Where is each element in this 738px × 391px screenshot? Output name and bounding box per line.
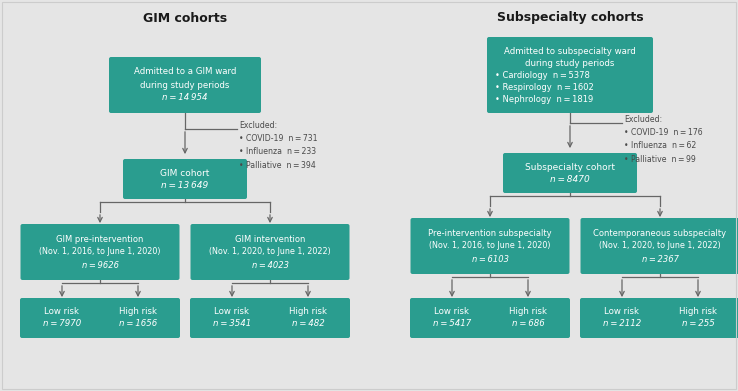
Text: n = 9626: n = 9626 <box>81 260 119 269</box>
Text: n = 8470: n = 8470 <box>550 174 590 183</box>
Text: n = 2367: n = 2367 <box>641 255 678 264</box>
Text: High risk: High risk <box>509 307 547 316</box>
Text: n = 4023: n = 4023 <box>252 260 289 269</box>
Text: High risk: High risk <box>119 307 157 316</box>
Text: (Nov. 1, 2016, to June 1, 2020): (Nov. 1, 2016, to June 1, 2020) <box>39 248 161 256</box>
FancyBboxPatch shape <box>266 298 350 338</box>
Text: during study periods: during study periods <box>525 59 615 68</box>
Text: High risk: High risk <box>289 307 327 316</box>
Text: GIM cohort: GIM cohort <box>160 169 210 178</box>
FancyBboxPatch shape <box>656 298 738 338</box>
Text: • Cardiology  n = 5378: • Cardiology n = 5378 <box>495 70 590 79</box>
Text: Subspecialty cohorts: Subspecialty cohorts <box>497 11 644 25</box>
Text: n = 7970: n = 7970 <box>43 319 81 328</box>
FancyBboxPatch shape <box>96 298 180 338</box>
Text: Low risk: Low risk <box>435 307 469 316</box>
Text: n = 13 649: n = 13 649 <box>162 181 209 190</box>
Text: n = 255: n = 255 <box>682 319 714 328</box>
FancyBboxPatch shape <box>581 218 738 274</box>
FancyBboxPatch shape <box>190 298 274 338</box>
FancyBboxPatch shape <box>487 37 653 113</box>
FancyBboxPatch shape <box>580 298 664 338</box>
Text: • Respirology  n = 1602: • Respirology n = 1602 <box>495 83 594 91</box>
FancyBboxPatch shape <box>503 153 637 193</box>
Text: n = 1656: n = 1656 <box>119 319 157 328</box>
Text: GIM pre-intervention: GIM pre-intervention <box>56 235 144 244</box>
Text: (Nov. 1, 2020, to June 1, 2022): (Nov. 1, 2020, to June 1, 2022) <box>209 248 331 256</box>
Text: during study periods: during study periods <box>140 81 230 90</box>
Text: Low risk: Low risk <box>44 307 80 316</box>
Text: GIM intervention: GIM intervention <box>235 235 306 244</box>
Text: GIM cohorts: GIM cohorts <box>143 11 227 25</box>
Text: n = 3541: n = 3541 <box>213 319 251 328</box>
Text: n = 482: n = 482 <box>292 319 325 328</box>
FancyBboxPatch shape <box>486 298 570 338</box>
Text: n = 14 954: n = 14 954 <box>162 93 208 102</box>
Text: Admitted to subspecialty ward: Admitted to subspecialty ward <box>504 47 636 56</box>
Text: High risk: High risk <box>679 307 717 316</box>
FancyBboxPatch shape <box>190 224 350 280</box>
Text: Pre-intervention subspecialty: Pre-intervention subspecialty <box>428 228 552 237</box>
Text: Admitted to a GIM ward: Admitted to a GIM ward <box>134 68 236 77</box>
Text: Subspecialty cohort: Subspecialty cohort <box>525 163 615 172</box>
Text: Excluded:
• COVID-19  n = 176
• Influenza  n = 62
• Palliative  n = 99: Excluded: • COVID-19 n = 176 • Influenza… <box>624 115 703 163</box>
FancyBboxPatch shape <box>21 224 179 280</box>
FancyBboxPatch shape <box>109 57 261 113</box>
Text: n = 6103: n = 6103 <box>472 255 508 264</box>
Text: Contemporaneous subspecialty: Contemporaneous subspecialty <box>593 228 727 237</box>
Text: Excluded:
• COVID-19  n = 731
• Influenza  n = 233
• Palliative  n = 394: Excluded: • COVID-19 n = 731 • Influenza… <box>239 121 317 170</box>
Text: (Nov. 1, 2016, to June 1, 2020): (Nov. 1, 2016, to June 1, 2020) <box>430 242 551 251</box>
FancyBboxPatch shape <box>410 298 494 338</box>
FancyBboxPatch shape <box>20 298 104 338</box>
Text: n = 686: n = 686 <box>511 319 545 328</box>
FancyBboxPatch shape <box>410 218 570 274</box>
Text: Low risk: Low risk <box>215 307 249 316</box>
Text: n = 2112: n = 2112 <box>603 319 641 328</box>
FancyBboxPatch shape <box>123 159 247 199</box>
Text: • Nephrology  n = 1819: • Nephrology n = 1819 <box>495 95 593 104</box>
Text: (Nov. 1, 2020, to June 1, 2022): (Nov. 1, 2020, to June 1, 2022) <box>599 242 721 251</box>
Text: n = 5417: n = 5417 <box>433 319 471 328</box>
Text: Low risk: Low risk <box>604 307 640 316</box>
